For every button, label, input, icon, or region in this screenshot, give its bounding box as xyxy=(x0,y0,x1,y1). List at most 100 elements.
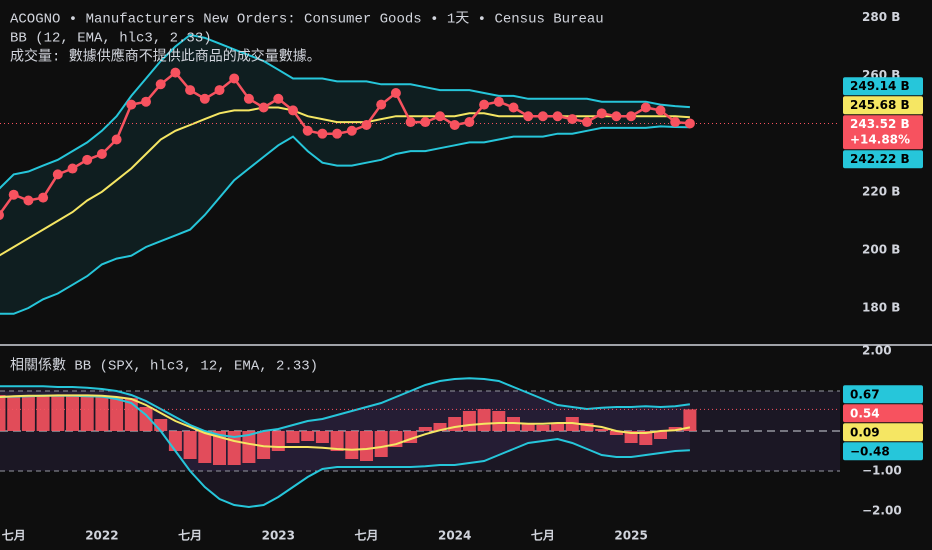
y-tick-label: 2.00 xyxy=(862,344,892,358)
price-label-box xyxy=(843,115,923,150)
bar xyxy=(198,431,212,463)
data-point xyxy=(111,134,122,145)
x-tick-label: 七月 xyxy=(178,529,202,543)
data-point xyxy=(273,93,284,104)
bar xyxy=(536,425,550,431)
series-line xyxy=(0,394,690,509)
data-point xyxy=(214,85,225,96)
bar xyxy=(95,395,109,431)
bar xyxy=(7,395,21,431)
bar xyxy=(315,431,329,443)
y-tick-label: 220 B xyxy=(862,184,900,198)
data-point xyxy=(449,119,460,130)
data-point xyxy=(141,96,151,107)
x-tick-label: 2023 xyxy=(262,529,295,543)
data-point xyxy=(508,102,519,113)
price-label-box xyxy=(843,404,923,423)
bar xyxy=(477,409,491,431)
bar xyxy=(668,427,682,431)
x-tick-label: 2025 xyxy=(614,529,647,543)
data-point xyxy=(640,102,651,113)
bar xyxy=(301,431,315,441)
price-label: −0.48 xyxy=(850,444,890,458)
data-point xyxy=(537,111,548,122)
series-line xyxy=(0,33,690,190)
data-point xyxy=(552,111,563,122)
indicator-subtitle: BB (12, EMA, hlc3, 2.33) xyxy=(10,31,212,47)
price-label-box xyxy=(843,423,923,442)
bar xyxy=(66,395,79,431)
indicator-panel xyxy=(0,377,840,509)
bar xyxy=(242,431,256,463)
data-point xyxy=(596,108,607,119)
band-fill xyxy=(0,378,690,507)
data-point xyxy=(23,195,34,206)
data-point xyxy=(185,85,196,96)
price-label-box xyxy=(843,385,923,404)
x-tick-label: 七月 xyxy=(354,529,378,543)
bar xyxy=(257,431,271,459)
price-label: 242.22 B xyxy=(850,152,910,166)
bar xyxy=(80,395,94,431)
bar xyxy=(286,431,300,443)
price-label: 249.14 B xyxy=(850,79,910,93)
bar xyxy=(580,423,594,431)
data-point xyxy=(611,111,622,122)
x-tick-label: 2024 xyxy=(438,529,471,543)
bar xyxy=(183,431,197,459)
data-point xyxy=(405,117,416,128)
price-label-box xyxy=(843,442,923,461)
data-point xyxy=(67,163,78,174)
bar xyxy=(330,431,344,451)
y-tick-label: 280 B xyxy=(862,10,900,24)
data-point xyxy=(96,149,107,160)
y-tick-label: 200 B xyxy=(862,242,900,256)
data-point xyxy=(420,117,431,128)
data-point xyxy=(332,128,343,139)
data-point xyxy=(390,87,401,98)
data-point xyxy=(229,73,240,84)
price-panel xyxy=(0,33,840,315)
data-point xyxy=(155,79,166,90)
data-point xyxy=(258,102,269,113)
data-point xyxy=(582,117,592,128)
y-tick-label: 180 B xyxy=(862,301,900,315)
bar xyxy=(639,431,653,445)
bar xyxy=(683,409,697,431)
bar xyxy=(36,395,50,431)
bar xyxy=(551,423,565,431)
series-line xyxy=(0,394,691,451)
data-point xyxy=(0,210,4,220)
data-point xyxy=(655,105,666,116)
price-label: 0.67 xyxy=(850,387,880,401)
y-tick-label: −1.00 xyxy=(862,464,902,478)
bar xyxy=(345,431,359,459)
data-point xyxy=(670,117,681,128)
data-point xyxy=(170,67,181,78)
price-label-box xyxy=(843,77,923,96)
bar xyxy=(433,423,447,431)
data-point xyxy=(126,99,137,110)
data-point xyxy=(493,96,504,107)
bar xyxy=(374,431,388,457)
data-point xyxy=(626,111,637,122)
bar xyxy=(418,427,432,431)
bar xyxy=(521,423,535,431)
bar xyxy=(0,395,6,431)
price-label-box xyxy=(843,96,923,115)
y-tick-label: −2.00 xyxy=(862,504,902,518)
chart-title: ACOGNO • Manufacturers New Orders: Consu… xyxy=(10,12,604,28)
data-point xyxy=(243,93,254,104)
price-label: 0.54 xyxy=(850,406,880,420)
x-tick-label: 七月 xyxy=(531,529,555,543)
bar xyxy=(168,431,182,451)
data-point xyxy=(346,125,357,136)
data-point xyxy=(523,111,534,122)
data-point xyxy=(302,125,313,136)
data-point xyxy=(567,114,578,125)
price-label: 243.52 B xyxy=(850,117,910,131)
series-line xyxy=(0,377,691,439)
bar xyxy=(360,431,373,461)
data-point xyxy=(8,189,19,200)
